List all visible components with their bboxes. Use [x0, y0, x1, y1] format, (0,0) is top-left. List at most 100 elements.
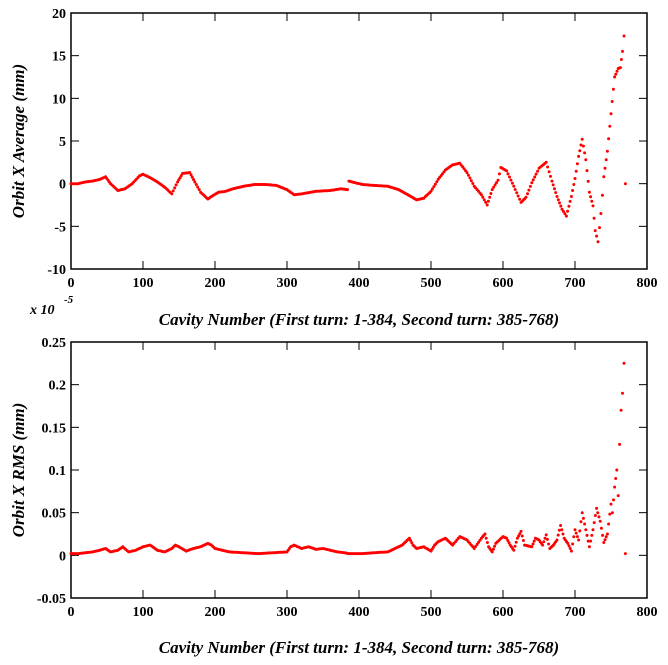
data-point — [490, 188, 494, 192]
data-point — [432, 185, 436, 189]
data-point — [536, 169, 540, 173]
data-point — [581, 144, 585, 148]
data-point — [563, 212, 567, 216]
data-point — [519, 529, 523, 533]
data-point — [583, 151, 587, 155]
data-point — [621, 49, 624, 53]
data-point — [577, 154, 581, 158]
data-point — [613, 75, 617, 79]
data-point — [585, 169, 589, 173]
x-tick-label: 400 — [349, 276, 370, 291]
data-point — [509, 178, 513, 182]
data-point — [610, 100, 614, 103]
data-point — [590, 533, 594, 537]
data-point — [623, 182, 627, 186]
x-axis-rms: 0 100 200 300 400 500 600 700 800 — [68, 342, 658, 620]
x-tick-label: 0 — [68, 276, 75, 291]
y-tick-label: 0 — [59, 178, 66, 193]
data-point — [604, 535, 608, 539]
data-point — [466, 173, 470, 177]
data-point — [590, 199, 594, 203]
data-point — [553, 187, 556, 191]
y-tick-label: 0 — [59, 549, 66, 564]
data-point — [179, 174, 183, 178]
data-point — [485, 541, 489, 544]
data-point — [571, 189, 575, 192]
data-point — [581, 516, 585, 520]
data-point — [491, 547, 495, 551]
data-point — [574, 531, 578, 535]
data-point — [541, 543, 545, 547]
data-point — [569, 549, 573, 553]
data-point — [568, 199, 572, 203]
series-orbit-x-average — [69, 34, 627, 244]
x-tick-label: 600 — [493, 276, 514, 291]
data-point — [518, 197, 522, 201]
data-point — [188, 171, 192, 175]
data-point — [190, 175, 194, 179]
data-point — [197, 188, 201, 192]
data-point — [531, 542, 535, 546]
multiplier-exponent: -5 — [64, 294, 74, 306]
data-point — [430, 187, 434, 191]
data-point — [618, 66, 622, 70]
data-point — [550, 179, 554, 183]
data-point — [566, 209, 570, 213]
y-tick-label: -0.05 — [37, 592, 66, 607]
data-point — [521, 539, 525, 542]
data-point — [505, 536, 509, 540]
data-point — [572, 183, 576, 186]
data-point — [612, 498, 615, 502]
data-point — [556, 533, 560, 537]
data-point — [595, 506, 599, 510]
data-point — [484, 536, 488, 540]
data-point — [602, 175, 606, 179]
data-point — [534, 172, 538, 176]
data-point — [515, 191, 519, 195]
data-point — [497, 172, 501, 176]
data-point — [619, 58, 623, 61]
y-axis-rms: -0.05 0 0.05 0.1 0.15 0.2 0.25 — [37, 336, 647, 607]
x-axis-average: 0 100 200 300 400 500 600 700 800 — [68, 13, 658, 291]
data-point — [613, 485, 617, 489]
data-point — [493, 183, 497, 187]
x-axis-label-rms: Cavity Number (First turn: 1-384, Second… — [159, 638, 559, 657]
y-tick-label: 0.2 — [49, 379, 67, 394]
data-point — [589, 195, 593, 199]
data-point — [516, 194, 520, 198]
data-point — [619, 408, 623, 412]
data-point — [610, 511, 614, 515]
data-point — [622, 361, 626, 365]
data-point — [485, 203, 489, 207]
data-point — [486, 199, 490, 203]
data-point — [591, 204, 595, 208]
data-point — [496, 178, 500, 182]
data-point — [573, 177, 577, 180]
data-point — [605, 532, 609, 536]
plot-frame-average — [70, 12, 648, 270]
data-point — [170, 192, 174, 196]
data-point — [560, 207, 564, 211]
data-point — [609, 112, 613, 116]
data-point — [599, 526, 603, 530]
data-point — [490, 550, 494, 554]
data-point — [605, 149, 609, 153]
data-point — [608, 124, 612, 128]
data-point — [592, 521, 596, 525]
data-point — [583, 522, 587, 526]
data-point — [526, 192, 529, 196]
data-point — [507, 541, 511, 545]
data-point — [517, 534, 521, 538]
data-point — [527, 188, 531, 192]
data-point — [505, 169, 509, 173]
data-point — [510, 181, 514, 185]
data-point — [543, 536, 547, 540]
data-point — [468, 176, 472, 180]
y-tick-label: 0.1 — [49, 464, 67, 479]
data-point — [575, 535, 579, 539]
data-point — [513, 188, 517, 191]
data-point — [544, 160, 548, 164]
data-point — [495, 181, 498, 185]
data-point — [574, 169, 578, 173]
